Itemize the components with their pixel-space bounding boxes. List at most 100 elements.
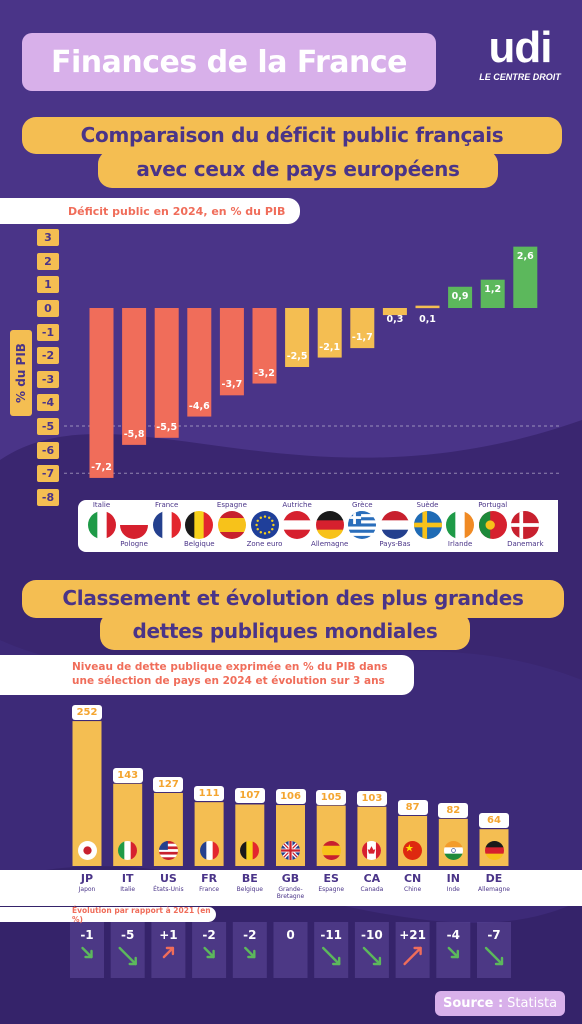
arrow-down-icon xyxy=(203,946,215,959)
country-name: France xyxy=(155,501,179,509)
country-name: Portugal xyxy=(478,501,508,509)
evolution-value: -5 xyxy=(121,928,135,942)
country-name: Danemark xyxy=(507,540,544,548)
arrow-up-icon xyxy=(403,946,422,966)
deficit-bar xyxy=(448,286,473,308)
flag-icon-image xyxy=(281,841,300,860)
flag-icon-image xyxy=(413,511,442,539)
country-name: Espagne xyxy=(318,886,345,893)
country-name: Pays-Bas xyxy=(379,540,411,548)
flag-icon-image xyxy=(484,841,504,860)
flag-icon-image xyxy=(380,511,409,539)
evolution-value: +21 xyxy=(399,928,426,942)
country-name: Allemagne xyxy=(478,886,510,893)
flag-icon-image xyxy=(315,511,344,539)
section1-title-line1: Comparaison du déficit public français xyxy=(22,117,562,154)
y-tick-label: -3 xyxy=(37,370,59,388)
country-code: IN xyxy=(446,872,460,885)
flag-icon xyxy=(478,511,507,539)
section2-subtitle-line1: Niveau de dette publique exprimée en % d… xyxy=(72,661,388,673)
evolution-column xyxy=(395,922,430,978)
evolution-column xyxy=(273,922,308,978)
flag-icon-image xyxy=(217,511,246,539)
source-badge: Source : Statista xyxy=(435,991,565,1016)
y-tick-label: -1 xyxy=(37,323,59,341)
debt-value-label: 252 xyxy=(72,705,102,721)
country-code: GB xyxy=(281,872,300,885)
flag-icon xyxy=(283,511,312,539)
evolution-value: -10 xyxy=(361,928,383,942)
section1-subtitle: Déficit public en 2024, en % du PIB xyxy=(0,198,300,224)
flag-icon xyxy=(217,511,246,539)
y-tick-label: -6 xyxy=(37,441,59,459)
deficit-bar xyxy=(187,308,212,417)
flag-icon xyxy=(321,841,341,860)
y-tick-label: 3 xyxy=(37,229,59,247)
flag-icon-image xyxy=(199,841,219,860)
flag-icon xyxy=(362,841,382,860)
debt-value-label: 87 xyxy=(397,799,428,815)
deficit-bar xyxy=(122,308,147,445)
flag-icon-image xyxy=(348,511,377,539)
country-name: Italie xyxy=(120,886,136,893)
country-name: Grande-Bretagne xyxy=(276,886,305,900)
country-name: Chine xyxy=(404,886,422,893)
bar-value-label: 0,1 xyxy=(419,314,436,325)
evolution-column xyxy=(151,922,186,978)
flag-icon-image xyxy=(478,511,507,539)
y-axis-label: % du PIB xyxy=(10,330,32,416)
flag-icon-image xyxy=(77,841,97,860)
section2-subtitle-line2: une sélection de pays en 2024 et évoluti… xyxy=(72,675,385,687)
evolution-value: -1 xyxy=(80,928,94,942)
evolution-column xyxy=(232,922,267,978)
deficit-bar xyxy=(415,305,440,309)
country-name: Irlande xyxy=(447,540,473,548)
y-tick-label: 1 xyxy=(37,276,59,294)
evolution-column xyxy=(477,922,511,978)
country-code: ES xyxy=(323,872,339,885)
flag-icon-image xyxy=(120,511,149,539)
y-tick-label: -8 xyxy=(37,488,59,506)
flag-icon-image xyxy=(185,511,214,539)
source-prefix: Source : xyxy=(442,996,504,1011)
evolution-column xyxy=(314,922,349,978)
deficit-chart xyxy=(64,246,560,478)
arrow-down-icon xyxy=(118,946,137,966)
flag-icon xyxy=(443,841,463,860)
arrow-down-icon xyxy=(81,946,93,959)
flag-icon-image xyxy=(87,511,116,539)
flag-icon xyxy=(240,841,260,860)
bar-value-label: -3,7 xyxy=(221,379,243,391)
country-name: Italie xyxy=(92,501,111,509)
section2-title-line2: dettes publiques mondiales xyxy=(100,612,470,650)
debt-value-label: 105 xyxy=(316,789,347,805)
evolution-value: +1 xyxy=(159,928,178,942)
flag-icon xyxy=(348,511,377,539)
country-code: FR xyxy=(201,872,218,885)
y-tick-label: 0 xyxy=(37,300,59,317)
country-name: Japon xyxy=(78,886,96,893)
flag-icon-image xyxy=(403,841,423,860)
flag-icon xyxy=(446,511,475,539)
arrow-down-icon xyxy=(322,946,341,966)
debt-value-label: 64 xyxy=(479,813,509,829)
evolution-value: -4 xyxy=(446,928,460,942)
section2-subtitle: Niveau de dette publique exprimée en % d… xyxy=(0,655,414,695)
flag-icon xyxy=(380,511,409,539)
evolution-column xyxy=(110,922,145,978)
deficit-bar xyxy=(154,308,179,438)
flag-icon xyxy=(403,841,423,860)
country-name: États-Unis xyxy=(153,886,184,893)
flag-icon xyxy=(118,841,138,860)
flag-icon-image xyxy=(250,511,279,539)
logo-text: udi xyxy=(488,23,553,72)
country-name: Allemagne xyxy=(311,540,349,548)
evolution-column xyxy=(70,922,104,978)
debt-value-label: 106 xyxy=(275,789,306,805)
evolution-column xyxy=(192,922,227,978)
flag-icon xyxy=(315,511,344,539)
debt-value-label: 107 xyxy=(234,788,265,804)
section1-title-line2: avec ceux de pays européens xyxy=(98,150,498,188)
flag-icon xyxy=(120,511,149,539)
